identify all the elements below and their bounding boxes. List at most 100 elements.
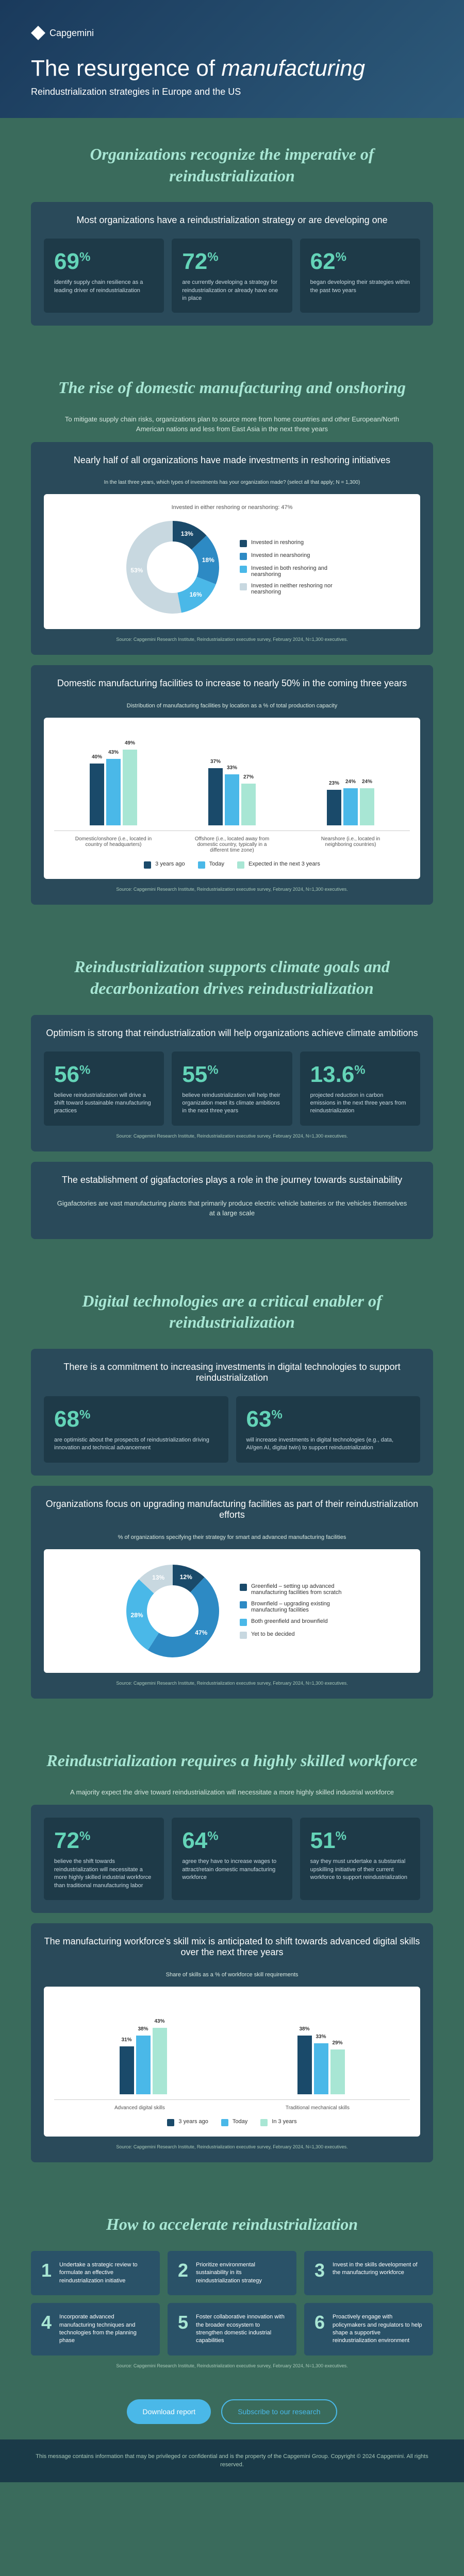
intro-text: To mitigate supply chain risks, organiza… [57,414,407,434]
axis-label: Advanced digital skills [114,2105,165,2111]
bar: 38% [297,2036,312,2094]
bar-value: 38% [138,2026,148,2032]
donut-legend: Invested in reshoringInvested in nearsho… [240,539,343,595]
svg-text:13%: 13% [152,1574,164,1581]
facilities-strategy-card: Organizations focus on upgrading manufac… [31,1486,433,1699]
legend-item: 3 years ago [167,2119,208,2126]
page-title: The resurgence of manufacturing [31,56,433,81]
donut-chart-reshoring: Invested in either reshoring or nearshor… [44,494,420,629]
bar-value: 24% [362,779,372,785]
legend-swatch [144,861,151,869]
stat-description: say they must undertake a substantial up… [310,1858,410,1882]
stat-value: 63% [246,1406,410,1432]
card-title: The manufacturing workforce's skill mix … [44,1936,420,1958]
bar-chart-facilities: 40%43%49%37%33%27%23%24%24% Domestic/ons… [44,718,420,879]
item-text: Undertake a strategic review to formulat… [59,2261,150,2285]
subscribe-button[interactable]: Subscribe to our research [221,2399,337,2424]
legend-label: Invested in both reshoring and nearshori… [251,565,343,578]
reshoring-card: Nearly half of all organizations have ma… [31,442,433,655]
bar-value: 33% [316,2034,326,2040]
stat-box: 63% will increase investments in digital… [236,1396,421,1463]
legend-swatch [260,2119,268,2126]
chart-legend: 3 years agoTodayExpected in the next 3 y… [54,861,410,869]
legend-label: 3 years ago [155,861,185,867]
legend-label: 3 years ago [178,2119,208,2125]
legend-item: Invested in both reshoring and nearshori… [240,565,343,578]
stat-description: agree they have to increase wages to att… [182,1858,281,1882]
stat-value: 51% [310,1828,410,1854]
bar: 24% [360,788,374,825]
accelerate-item: 3 Invest in the skills development of th… [304,2251,433,2295]
bar-value: 29% [332,2040,342,2046]
section-title: Organizations recognize the imperative o… [31,144,433,187]
chart-subtitle: Share of skills as a % of workforce skil… [57,1971,407,1979]
bar-value: 40% [92,754,102,760]
accelerate-item: 1 Undertake a strategic review to formul… [31,2251,160,2295]
stat-description: will increase investments in digital tec… [246,1436,410,1452]
accelerate-grid: 1 Undertake a strategic review to formul… [31,2251,433,2355]
stat-value: 56% [54,1062,154,1088]
chart-legend: 3 years agoTodayIn 3 years [54,2119,410,2126]
legend-item: Brownfield – upgrading existing manufact… [240,1601,343,1613]
axis-label: Domestic/onshore (i.e., located in count… [75,836,152,853]
legend-swatch [240,566,247,573]
legend-swatch [240,583,247,590]
axis-labels: Advanced digital skillsTraditional mecha… [54,2105,410,2111]
bar: 24% [343,788,358,825]
bar: 49% [123,750,137,825]
stats-card: Most organizations have a reindustrializ… [31,202,433,326]
title-emphasis: manufacturing [221,56,365,81]
legend-item: Today [221,2119,247,2126]
bar-value: 38% [299,2026,309,2032]
bar-value: 43% [154,2019,164,2024]
section-title: Digital technologies are a critical enab… [31,1291,433,1333]
legend-swatch [240,540,247,547]
download-report-button[interactable]: Download report [127,2399,211,2424]
bar-value: 49% [125,740,135,746]
stat-box: 72% believe the shift towards reindustri… [44,1818,164,1900]
section-title: Reindustrialization requires a highly sk… [31,1750,433,1772]
svg-text:53%: 53% [130,567,143,574]
bar: 43% [106,759,121,825]
stat-description: believe the shift towards reindustrializ… [54,1858,154,1890]
chart-subtitle: Distribution of manufacturing facilities… [57,702,407,710]
bar-chart-area: 31% 38% 43% 38% 33% 29% [54,1997,410,2100]
brand-logo: Capgemini [31,26,433,40]
item-text: Foster collaborative innovation with the… [196,2313,286,2345]
svg-text:18%: 18% [202,556,214,564]
stat-description: are optimistic about the prospects of re… [54,1436,218,1452]
footer: This message contains information that m… [0,2439,464,2482]
card-title: There is a commitment to increasing inve… [44,1362,420,1383]
legend-item: Expected in the next 3 years [237,861,320,869]
source-note: Source: Capgemini Research Institute, Re… [44,1133,420,1139]
section-title: The rise of domestic manufacturing and o… [31,377,433,399]
stat-value: 62% [310,249,410,275]
item-number: 6 [314,2313,325,2332]
card-title: Organizations focus on upgrading manufac… [44,1499,420,1520]
legend-swatch [240,1601,247,1608]
legend-swatch [198,861,205,869]
source-note: Source: Capgemini Research Institute, Re… [44,2144,420,2149]
donut-svg-container: 13%18%16%53% [121,516,224,619]
bar: 29% [330,2049,345,2094]
source-note: Source: Capgemini Research Institute, Re… [44,887,420,892]
accelerate-item: 5 Foster collaborative innovation with t… [168,2303,296,2355]
stat-description: projected reduction in carbon emissions … [310,1092,410,1115]
bar-group: 38% 33% 29% [297,2036,345,2094]
axis-labels: Domestic/onshore (i.e., located in count… [54,836,410,853]
bar-value: 27% [243,774,254,780]
svg-text:28%: 28% [131,1612,143,1619]
legend-swatch [167,2119,174,2126]
item-text: Incorporate advanced manufacturing techn… [59,2313,150,2345]
bar-value: 43% [108,750,119,755]
workforce-stats-card: 72% believe the shift towards reindustri… [31,1805,433,1913]
bar-value: 31% [121,2037,131,2043]
stat-row: 56% believe reindustrialization will dri… [44,1052,420,1126]
card-title: Most organizations have a reindustrializ… [44,215,420,226]
donut-chart-strategy: 12%47%28%13% Greenfield – setting up adv… [44,1549,420,1673]
header: Capgemini The resurgence of manufacturin… [0,0,464,118]
intro-text: A majority expect the drive toward reind… [57,1787,407,1798]
stat-value: 13.6% [310,1062,410,1088]
bar: 27% [241,784,256,825]
axis-label: Nearshore (i.e., located in neighboring … [312,836,389,853]
